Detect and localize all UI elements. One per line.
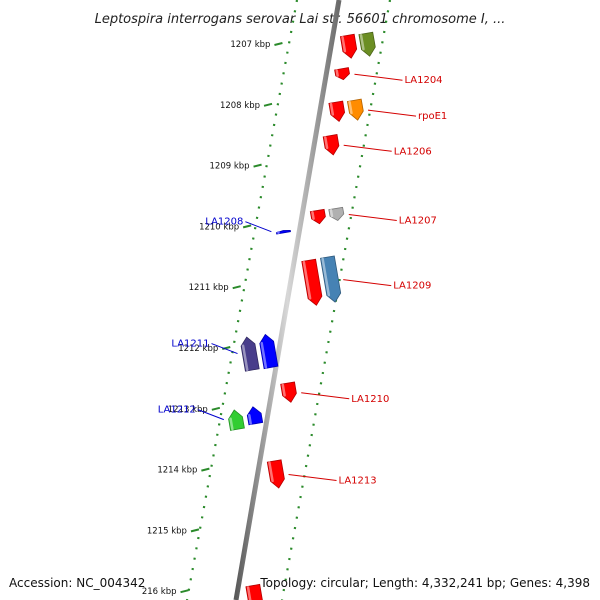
gene-arrow-la1206[interactable] [322, 134, 340, 156]
gene-highlight [302, 260, 312, 300]
gene-arrow-la1209[interactable] [320, 255, 342, 303]
gene-highlight [260, 341, 268, 369]
gene-label-la1208[interactable]: LA1208 [205, 217, 243, 228]
gene-labels: LA1204 rpoE1 LA1206 LA1207 LA1209 LA1210 LA121… [158, 73, 447, 486]
gene-label-la1211[interactable]: LA1211 [171, 339, 209, 350]
gene-highlight [248, 413, 252, 425]
leader-line [288, 473, 337, 481]
summary-text: Topology: circular; Length: 4,332,241 bp… [259, 576, 590, 590]
gene-highlight [341, 35, 347, 53]
kbp-tick-label: 1215 kbp [147, 526, 187, 536]
leader-line [245, 221, 272, 233]
gene-arrow-la1207[interactable] [328, 206, 345, 222]
gene-arrow[interactable] [301, 258, 323, 306]
gene-highlight [229, 417, 234, 431]
kbp-tick-label: 1213 kbp [168, 405, 208, 415]
kbp-tick [211, 406, 221, 411]
gene-label-la1204[interactable]: LA1204 [404, 75, 442, 86]
leader-line [354, 73, 403, 81]
gene-highlight [348, 100, 353, 115]
gene-arrow-la1210[interactable] [280, 381, 297, 403]
kbp-tick [201, 467, 210, 472]
kbp-tick [190, 528, 200, 533]
gene-label-la1210[interactable]: LA1210 [351, 394, 389, 405]
gene-arrow-la1208[interactable] [275, 229, 291, 235]
gene-label-rpoe1[interactable]: rpoE1 [418, 111, 447, 122]
leader-line [367, 109, 417, 117]
chromosome-backbone [233, 0, 342, 600]
leader-line [343, 144, 392, 152]
kbp-tick-label: 1208 kbp [220, 101, 260, 111]
gene-highlight [324, 136, 329, 150]
kbp-tick [180, 589, 189, 594]
kbp-tick [232, 285, 241, 290]
kbp-tick-label: 1214 kbp [157, 466, 197, 476]
leader-line [197, 409, 224, 421]
gene-label-la1213[interactable]: LA1213 [339, 475, 377, 486]
kbp-tick [263, 102, 273, 107]
kbp-tick [274, 42, 283, 46]
gene-highlight [335, 69, 339, 77]
kbp-tick-label: 1207 kbp [230, 40, 270, 50]
kbp-tick-label: 216 kbp [142, 587, 177, 597]
gene-arrow-rpoe1[interactable] [346, 98, 364, 121]
gene-highlight [329, 209, 334, 218]
kbp-ticks: 1207 kbp 1208 kbp 1209 kbp 1210 kbp 1211 kbp… [142, 40, 283, 597]
kbp-tick-label: 1211 kbp [189, 283, 229, 293]
gene-highlight [281, 383, 286, 397]
leader-line [211, 343, 238, 355]
kbp-tick [253, 163, 262, 168]
gene-highlight [241, 344, 249, 372]
gene-arrow[interactable] [328, 100, 346, 122]
gene-label-la1206[interactable]: LA1206 [394, 146, 432, 157]
gene-label-la1209[interactable]: LA1209 [393, 281, 431, 292]
kbp-tick-label: 1212 kbp [178, 344, 218, 354]
gene-highlight [329, 102, 335, 116]
kbp-tick-label: 1209 kbp [210, 162, 250, 172]
gene-highlight [321, 257, 331, 297]
gene-label-la1207[interactable]: LA1207 [399, 215, 437, 226]
leader-line [343, 279, 392, 287]
gene-highlight [359, 33, 365, 51]
accession-text: Accession: NC_004342 [9, 576, 145, 590]
gene-label-la1212[interactable]: LA1212 [158, 405, 196, 416]
kbp-tick-label: 1210 kbp [199, 222, 239, 232]
leader-line [348, 213, 397, 221]
gene-highlight [246, 586, 252, 600]
map-title: Leptospira interrogans serovar Lai str. … [95, 12, 506, 27]
gene-highlight [268, 461, 274, 483]
leader-line [301, 392, 350, 400]
ruler-left [185, 0, 299, 600]
kbp-tick [242, 224, 252, 229]
gene-arrow[interactable] [309, 208, 326, 225]
gene-highlight [311, 211, 315, 220]
gene-features [228, 31, 376, 600]
